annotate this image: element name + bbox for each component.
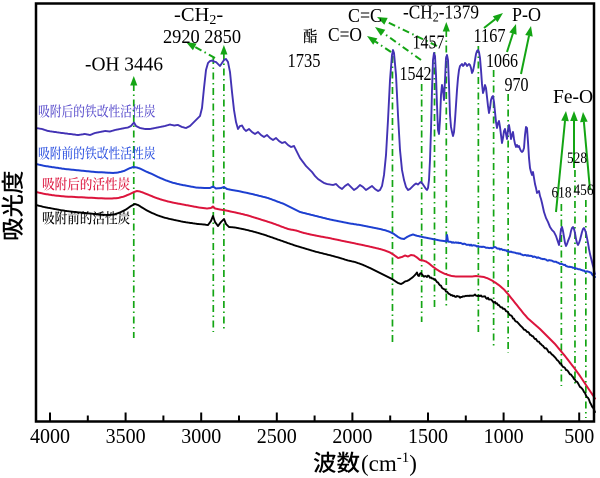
svg-text:2920 2850: 2920 2850 [163, 26, 241, 48]
svg-text:-CH2-1379: -CH2-1379 [403, 2, 479, 26]
svg-text:C=C: C=C [348, 5, 382, 27]
svg-text:500: 500 [564, 424, 594, 448]
svg-text:-OH 3446: -OH 3446 [85, 54, 163, 76]
svg-text:1167: 1167 [474, 25, 506, 47]
svg-text:3500: 3500 [106, 424, 146, 448]
svg-text:Fe-O: Fe-O [553, 86, 593, 108]
svg-text:1500: 1500 [408, 424, 448, 448]
svg-text:528: 528 [567, 150, 587, 167]
svg-text:C=O: C=O [328, 24, 362, 46]
svg-text:970: 970 [505, 74, 529, 96]
svg-text:1457: 1457 [413, 32, 445, 54]
svg-text:-CH2-: -CH2- [174, 4, 223, 28]
svg-text:1000: 1000 [484, 424, 524, 448]
svg-text:3000: 3000 [181, 424, 221, 448]
svg-text:1735: 1735 [288, 50, 321, 72]
svg-text:2000: 2000 [332, 424, 372, 448]
svg-text:2500: 2500 [257, 424, 297, 448]
svg-text:P-O: P-O [512, 4, 541, 26]
svg-text:(cm-1): (cm-1) [361, 450, 417, 476]
svg-text:618: 618 [552, 185, 572, 202]
svg-text:1066: 1066 [486, 50, 518, 72]
svg-text:456: 456 [574, 182, 594, 199]
svg-text:1542: 1542 [400, 63, 432, 85]
svg-text:4000: 4000 [30, 424, 70, 448]
